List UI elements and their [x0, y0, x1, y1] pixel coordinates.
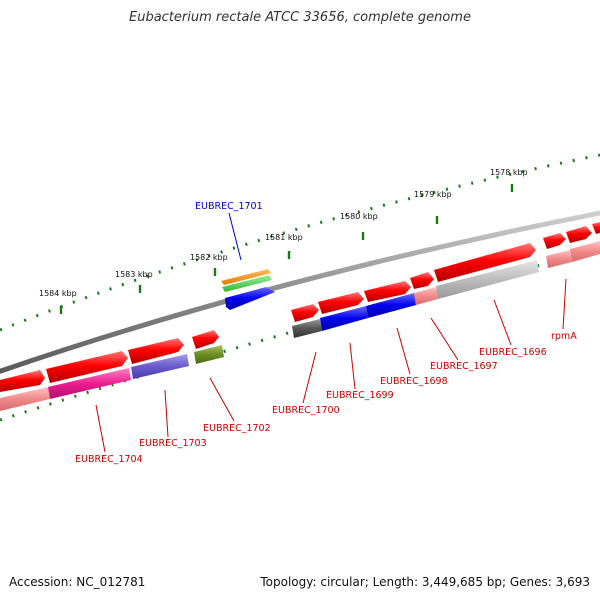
scale-label-1579: 1579 kbp	[414, 190, 452, 199]
leader-line	[493, 299, 512, 346]
leader-line	[228, 212, 242, 261]
blue-cds-arrow	[225, 287, 275, 310]
scale-label-1584: 1584 kbp	[39, 289, 77, 298]
cds-arrow	[318, 292, 364, 314]
scale-label-1578: 1578 kbp	[490, 168, 528, 177]
slate-feature-bar	[131, 354, 189, 379]
leader-line	[164, 389, 169, 438]
feature-eubrec-1701	[221, 269, 275, 310]
topology-label: Topology: circular; Length: 3,449,685 bp…	[260, 575, 590, 589]
label-leaders	[95, 212, 567, 453]
magenta-feature-bar	[48, 368, 131, 399]
leader-line	[562, 278, 567, 330]
cds-arrow	[434, 243, 536, 282]
forward-cds-row	[0, 222, 600, 392]
gene-label-rpma: rpmA	[551, 331, 577, 342]
scale-label-1581: 1581 kbp	[265, 233, 303, 242]
leader-line	[396, 327, 411, 375]
cds-arrow	[566, 226, 592, 243]
pink-feature-bar	[0, 387, 50, 411]
gene-label-eubrec-1704: EUBREC_1704	[75, 454, 143, 465]
gene-labels: EUBREC_1701 EUBREC_1704 EUBREC_1703 EUBR…	[75, 201, 577, 465]
scale-label-1580: 1580 kbp	[340, 212, 378, 221]
cds-arrow	[46, 351, 128, 383]
gene-label-eubrec-1698: EUBREC_1698	[380, 376, 448, 387]
cds-arrow	[364, 281, 411, 302]
gene-label-eubrec-1703: EUBREC_1703	[139, 438, 207, 449]
gene-label-eubrec-1699: EUBREC_1699	[326, 390, 394, 401]
leader-line	[349, 342, 356, 390]
gene-label-eubrec-1697: EUBREC_1697	[430, 361, 498, 372]
pink-feature-bar	[570, 241, 600, 262]
outer-scale-ticks	[0, 153, 600, 332]
leader-line	[209, 377, 235, 422]
gene-label-eubrec-1702: EUBREC_1702	[203, 423, 271, 434]
gene-label-eubrec-1701: EUBREC_1701	[195, 201, 263, 212]
scale-label-1582: 1582 kbp	[190, 253, 228, 262]
outer-scale: 1584 kbp 1583 kbp 1582 kbp 1581 kbp 1580…	[0, 153, 600, 332]
gene-label-eubrec-1700: EUBREC_1700	[272, 405, 340, 416]
leader-line	[302, 351, 317, 404]
scale-label-1583: 1583 kbp	[115, 270, 153, 279]
cog-feature-row	[0, 241, 600, 411]
cds-arrow	[0, 370, 45, 392]
cds-arrow	[592, 222, 600, 234]
cds-arrow	[192, 330, 219, 349]
map-title: Eubacterium rectale ATCC 33656, complete…	[129, 10, 471, 25]
cds-arrow	[410, 272, 434, 289]
accession-label: Accession: NC_012781	[9, 575, 146, 589]
gene-label-eubrec-1696: EUBREC_1696	[479, 347, 547, 358]
pink-feature-bar	[546, 250, 572, 268]
genome-backbone	[0, 210, 600, 374]
blue-feature-bar	[320, 306, 368, 331]
outer-scale-major-ticks	[59, 184, 514, 314]
orange-feature-bar	[221, 269, 271, 285]
light-gray-feature-bar	[436, 260, 539, 299]
dark-gray-feature-bar	[292, 319, 322, 338]
cds-arrow	[128, 338, 184, 364]
leader-line	[430, 317, 459, 361]
green-feature-bar	[222, 275, 272, 292]
pink-feature-bar	[414, 287, 438, 305]
leader-line	[95, 404, 106, 453]
blue-feature-bar	[366, 293, 416, 318]
cds-arrow	[543, 233, 566, 249]
cds-arrow	[291, 304, 319, 322]
olive-feature-bar	[194, 345, 224, 364]
